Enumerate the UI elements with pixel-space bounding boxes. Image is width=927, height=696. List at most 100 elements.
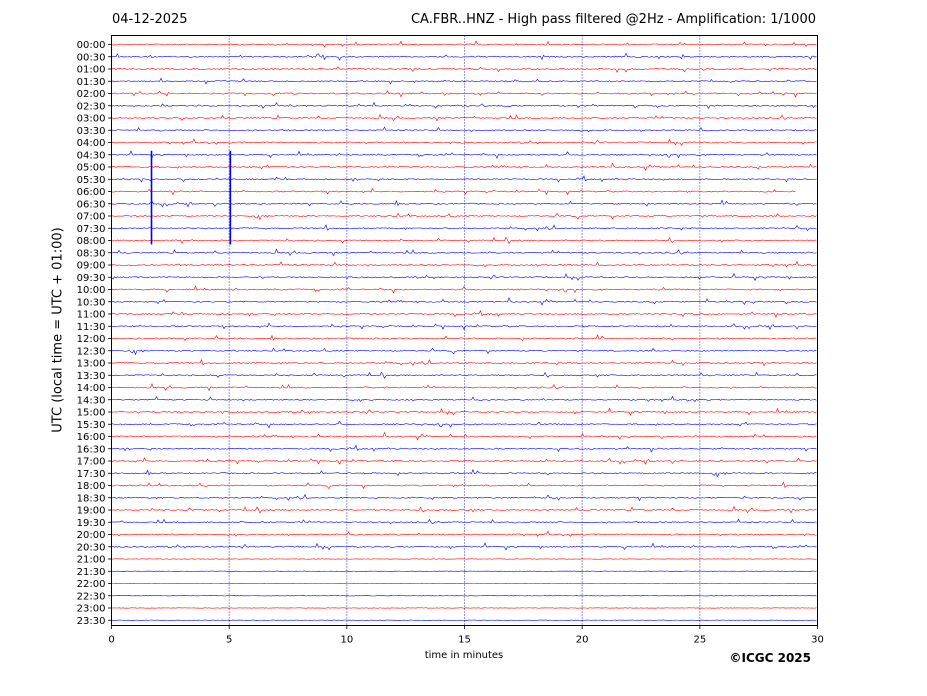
y-tick-label: 02:00 [77, 89, 106, 100]
y-tick-label: 11:30 [77, 322, 106, 333]
y-tick-label: 18:00 [77, 481, 106, 492]
y-tick-label: 08:00 [77, 236, 106, 247]
x-tick-label: 5 [226, 635, 232, 646]
y-tick-label: 06:30 [77, 199, 106, 210]
trace-row-1800 [111, 481, 817, 490]
trace-row-2200 [111, 582, 817, 585]
trace-row-2100 [111, 558, 817, 560]
x-axis-ticks: 0 5 10 15 20 25 30 [108, 625, 824, 646]
x-axis-label: time in minutes [424, 650, 504, 661]
trace-row-0730 [111, 224, 817, 232]
trace-row-0030 [111, 52, 817, 61]
trace-row-2000 [111, 530, 817, 537]
y-tick-label: 19:00 [77, 506, 106, 517]
y-tick-label: 13:00 [77, 359, 106, 370]
y-tick-label: 17:00 [77, 457, 106, 468]
trace-row-1900 [111, 505, 817, 514]
y-tick-label: 11:00 [77, 310, 106, 321]
y-tick-label: 12:30 [77, 346, 106, 357]
y-tick-label: 00:30 [77, 52, 106, 63]
y-tick-label: 18:30 [77, 493, 106, 504]
y-tick-label: 16:00 [77, 432, 106, 443]
y-tick-label: 22:00 [77, 579, 106, 590]
date-label: 04-12-2025 [112, 12, 188, 27]
trace-row-0600 [111, 187, 796, 196]
trace-row-0100 [111, 66, 817, 73]
y-tick-label: 17:30 [77, 469, 106, 480]
y-tick-label: 04:30 [77, 150, 106, 161]
trace-row-1330 [111, 371, 817, 379]
grid-lines [228, 35, 701, 626]
trace-row-1030 [111, 296, 817, 306]
trace-row-0200 [111, 90, 817, 98]
y-tick-label: 20:30 [77, 542, 106, 553]
trace-row-1230 [111, 347, 817, 356]
trace-row-1200 [111, 334, 817, 342]
copyright-label: ©ICGC 2025 [729, 651, 811, 665]
y-tick-label: 14:30 [77, 395, 106, 406]
trace-row-0900 [111, 260, 817, 268]
trace-row-2130 [111, 570, 817, 572]
x-tick-label: 25 [693, 635, 706, 646]
trace-row-1400 [111, 383, 817, 391]
trace-row-0530 [111, 175, 817, 183]
y-tick-label: 05:30 [77, 175, 106, 186]
trace-row-0400 [111, 138, 817, 147]
x-tick-label: 20 [576, 635, 589, 646]
trace-row-1630 [111, 444, 817, 453]
trace-row-1000 [111, 285, 817, 294]
y-tick-label: 10:00 [77, 285, 106, 296]
y-tick-label: 22:30 [77, 591, 106, 602]
trace-row-1700 [111, 457, 817, 465]
trace-row-0630 [111, 199, 817, 208]
trace-row-1500 [111, 407, 817, 416]
y-tick-label: 08:30 [77, 248, 106, 259]
trace-row-0830 [111, 248, 817, 257]
trace-row-0130 [111, 77, 817, 85]
y-tick-label: 15:30 [77, 420, 106, 431]
y-tick-label: 04:00 [77, 138, 106, 149]
y-tick-label: 21:00 [77, 555, 106, 566]
x-tick-label: 10 [340, 635, 353, 646]
trace-row-0300 [111, 113, 817, 122]
y-axis-label: UTC (local time = UTC + 01:00) [50, 227, 66, 433]
chart-title: CA.FBR..HNZ - High pass filtered @2Hz - … [410, 12, 816, 27]
y-tick-label: 10:30 [77, 297, 106, 308]
y-tick-label: 15:00 [77, 408, 106, 419]
y-tick-label: 09:30 [77, 273, 106, 284]
trace-row-1530 [111, 420, 817, 429]
trace-row-1130 [111, 322, 817, 331]
y-tick-label: 07:00 [77, 212, 106, 223]
trace-row-0700 [111, 212, 817, 221]
y-tick-label: 09:00 [77, 261, 106, 272]
x-tick-label: 30 [811, 635, 824, 646]
y-tick-label: 01:00 [77, 65, 106, 76]
trace-row-0330 [111, 126, 817, 133]
x-tick-label: 0 [108, 635, 114, 646]
trace-row-1830 [111, 493, 817, 502]
trace-row-2030 [111, 542, 817, 551]
trace-row-2300 [111, 607, 817, 609]
trace-row-0000 [111, 40, 817, 48]
trace-row-1600 [111, 431, 817, 441]
trace-row-2230 [111, 595, 817, 597]
trace-row-1300 [111, 358, 817, 367]
trace-row-1100 [111, 310, 817, 318]
y-tick-label: 19:30 [77, 518, 106, 529]
y-tick-label: 00:00 [77, 40, 106, 51]
y-tick-label: 23:30 [77, 616, 106, 627]
seismic-traces [111, 40, 817, 621]
y-tick-label: 07:30 [77, 224, 106, 235]
trace-row-2330 [111, 619, 817, 621]
y-tick-label: 16:30 [77, 444, 106, 455]
trace-row-0430 [111, 150, 817, 159]
y-tick-label: 12:00 [77, 334, 106, 345]
y-tick-label: 01:30 [77, 77, 106, 88]
x-tick-label: 15 [458, 635, 471, 646]
y-tick-label: 05:00 [77, 163, 106, 174]
trace-row-1930 [111, 518, 817, 525]
y-tick-label: 14:00 [77, 383, 106, 394]
y-tick-label: 21:30 [77, 567, 106, 578]
